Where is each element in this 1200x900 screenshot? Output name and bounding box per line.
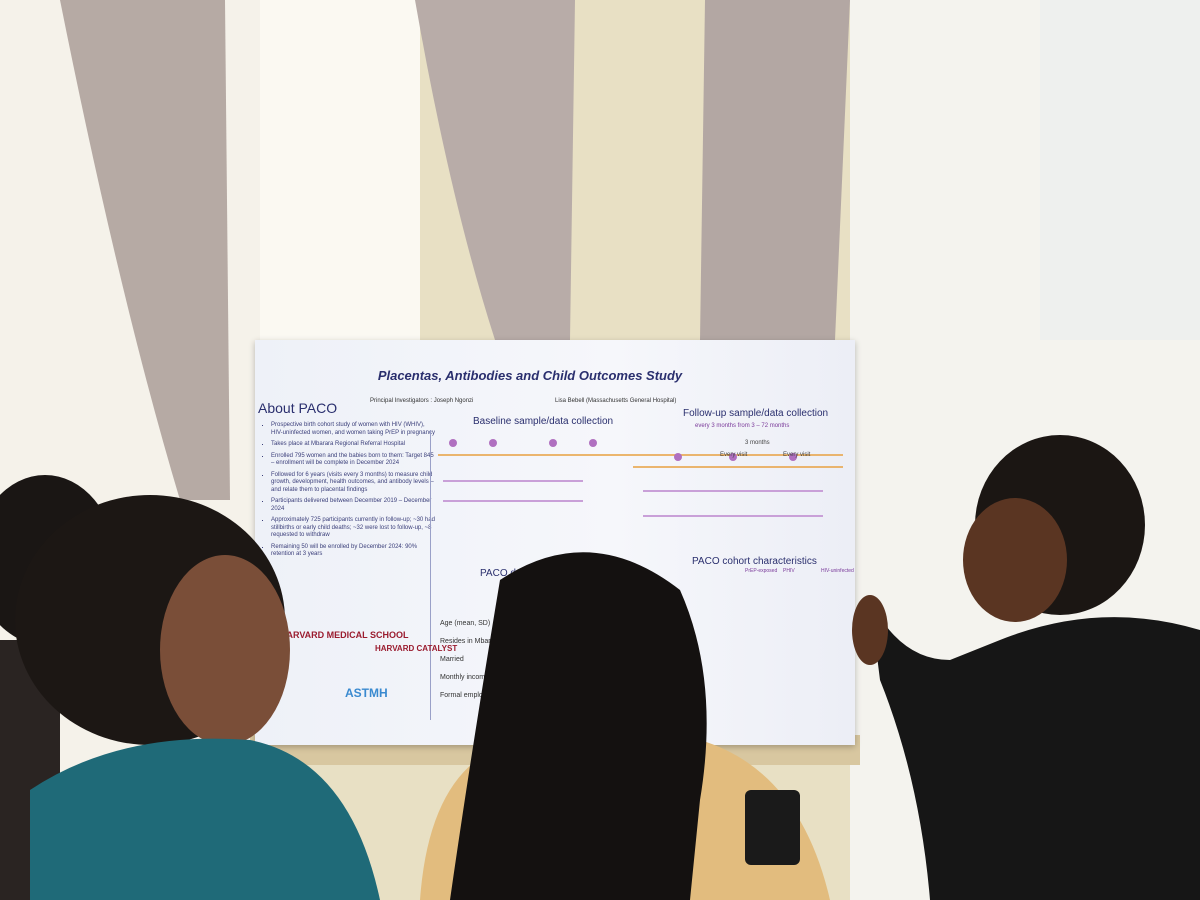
curtain [700,0,850,340]
bullet: Participants delivered between December … [271,498,436,513]
logo: HARVARD MEDICAL SCHOOL [280,630,409,640]
logo: ASTMH [345,686,388,700]
bullet: Enrolled 795 women and the babies born t… [271,453,436,468]
sheer-curtain [260,0,420,345]
visit-label: Every visit [720,452,748,458]
curtain [60,0,230,500]
chair [745,790,800,865]
bullet: Approximately 725 participants currently… [271,517,436,540]
poster-title: Placentas, Antibodies and Child Outcomes… [377,368,683,383]
bullet: Takes place at Mbarara Regional Referral… [271,441,436,449]
teal-top [30,738,380,900]
bullet: Remaining 50 will be enrolled by Decembe… [271,544,436,559]
black-jacket [870,600,1200,900]
hand [852,595,888,665]
face [160,555,290,745]
section-heading: Follow-up sample/data collection [683,408,829,419]
column-header: PHIV [783,568,795,574]
braids [450,552,707,900]
investigators: Lisa Bebell (Massachusetts General Hospi… [555,398,677,404]
logo: HARVARD CATALYST [375,644,458,653]
row-label: Resides in Mbarara district [440,638,523,645]
note: every 3 months from 3 – 72 months [695,423,790,429]
icons [443,439,823,517]
bullet-list: Prospective birth cohort study of women … [261,422,436,563]
row-label: Married [440,656,464,663]
bullet: Prospective birth cohort study of women … [271,422,436,437]
section-heading: Baseline sample/data collection [473,416,614,427]
timeline [438,439,843,517]
section-heading: PACO cohort characteristics [692,556,817,567]
row-label: Age (mean, SD) [440,620,491,627]
visit-label: 3 months [745,440,770,446]
visit-label: Every visit [783,452,811,458]
bullet: Followed for 6 years (visits every 3 mon… [271,472,436,495]
investigators: Principal Investigators : Joseph Ngonzi [370,398,474,404]
curtain [415,0,575,340]
face [963,498,1067,622]
row-label: Formal employment [440,692,502,699]
divider [430,430,431,720]
column-header: HIV-uninfected [821,568,854,574]
window-pane [1040,0,1200,340]
section-heading: PACO dem [480,568,530,579]
column-header: PrEP-exposed [745,568,778,574]
section-heading: About PACO [258,400,338,416]
